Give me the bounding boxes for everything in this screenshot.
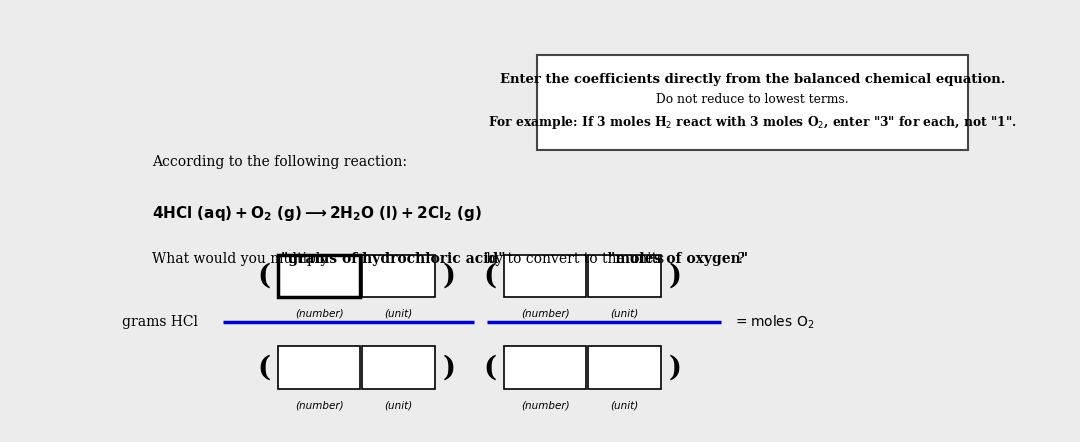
Text: (number): (number): [295, 400, 343, 410]
Text: $\mathbf{4HCl\ (aq) + O_2\ (g) \longrightarrow 2H_2O\ (l) + 2Cl_2\ (g)}$: $\mathbf{4HCl\ (aq) + O_2\ (g) \longrigh…: [151, 205, 482, 224]
Text: grams HCl: grams HCl: [122, 315, 198, 329]
FancyBboxPatch shape: [362, 347, 435, 389]
FancyBboxPatch shape: [279, 347, 360, 389]
Text: According to the following reaction:: According to the following reaction:: [151, 155, 407, 169]
Text: Do not reduce to lowest terms.: Do not reduce to lowest terms.: [656, 93, 849, 106]
Text: "grams of hydrochloric acid": "grams of hydrochloric acid": [282, 252, 507, 266]
FancyBboxPatch shape: [504, 347, 586, 389]
Text: "moles of oxygen": "moles of oxygen": [608, 252, 748, 266]
Text: (number): (number): [521, 400, 569, 410]
Text: For example: If 3 moles H$_2$ react with 3 moles O$_2$, enter "3" for each, not : For example: If 3 moles H$_2$ react with…: [488, 114, 1016, 131]
Text: (: (: [257, 354, 271, 381]
FancyBboxPatch shape: [504, 255, 586, 297]
Text: (unit): (unit): [384, 400, 413, 410]
Text: (unit): (unit): [384, 309, 413, 318]
Text: ?: ?: [733, 252, 745, 266]
Text: $= \mathrm{moles\ O_2}$: $= \mathrm{moles\ O_2}$: [733, 313, 815, 331]
FancyBboxPatch shape: [279, 255, 360, 297]
Text: ): ): [669, 354, 681, 381]
FancyBboxPatch shape: [537, 55, 968, 150]
Text: (: (: [484, 354, 497, 381]
Text: (number): (number): [295, 309, 343, 318]
Text: (unit): (unit): [610, 400, 638, 410]
Text: by to convert to the units: by to convert to the units: [483, 252, 669, 266]
Text: (number): (number): [521, 309, 569, 318]
Text: (: (: [257, 263, 271, 290]
FancyBboxPatch shape: [588, 347, 661, 389]
Text: (: (: [484, 263, 497, 290]
Text: What would you multiply: What would you multiply: [151, 252, 333, 266]
FancyBboxPatch shape: [362, 255, 435, 297]
FancyBboxPatch shape: [588, 255, 661, 297]
Text: ): ): [443, 263, 456, 290]
Text: Enter the coefficients directly from the balanced chemical equation.: Enter the coefficients directly from the…: [500, 73, 1005, 86]
Text: ): ): [669, 263, 681, 290]
Text: (unit): (unit): [610, 309, 638, 318]
Text: ): ): [443, 354, 456, 381]
